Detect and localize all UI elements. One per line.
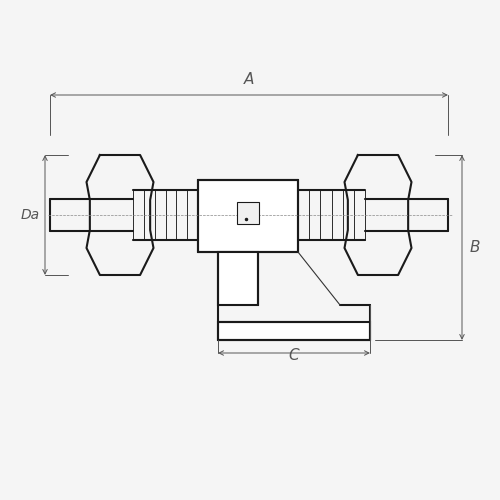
Bar <box>218 322 370 340</box>
Bar <box>198 180 298 252</box>
Text: A: A <box>244 72 254 87</box>
Text: C: C <box>288 348 300 363</box>
Text: Da: Da <box>21 208 40 222</box>
Text: B: B <box>470 240 480 255</box>
Bar <box>237 202 259 224</box>
Bar <box>218 252 258 305</box>
